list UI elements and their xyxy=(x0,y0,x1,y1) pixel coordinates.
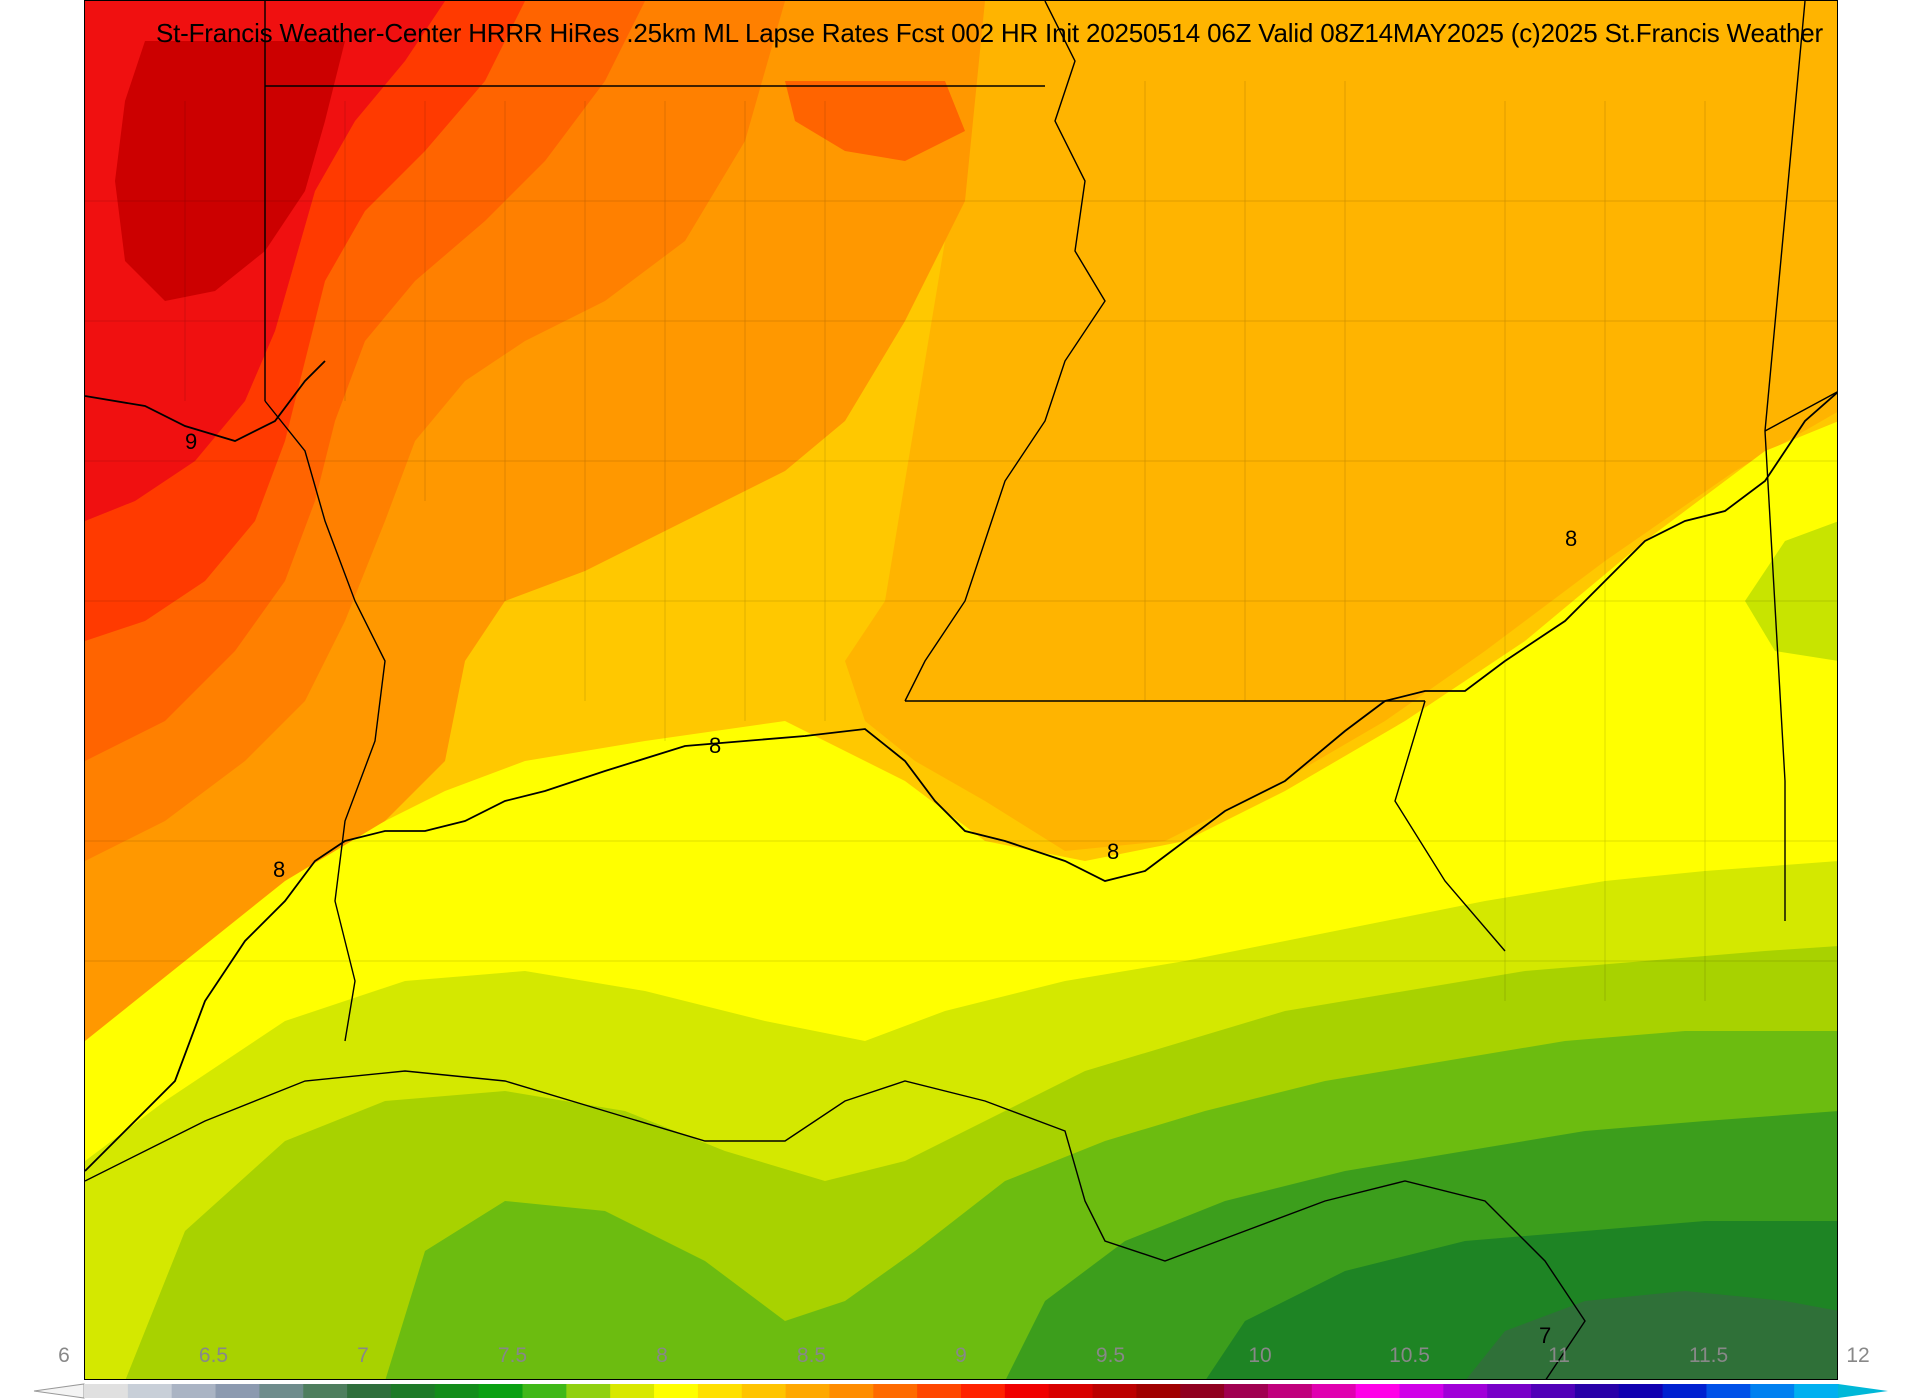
colorbar-tick-label: 11 xyxy=(1548,1344,1570,1367)
colorbar-swatch xyxy=(303,1384,348,1398)
colorbar-swatch xyxy=(171,1384,217,1398)
colorbar-swatch xyxy=(1750,1384,1795,1398)
fill-orange-red-north xyxy=(785,81,965,161)
contours xyxy=(85,360,1837,1172)
fill-east-green-patch xyxy=(1745,521,1837,661)
colorbar-tick-label: 6.5 xyxy=(198,1344,229,1367)
colorbar-swatch xyxy=(1399,1384,1444,1398)
colorbar-arrow-right xyxy=(1838,1384,1888,1398)
colorbar-swatch xyxy=(1092,1384,1137,1398)
colorbar-swatch xyxy=(785,1384,830,1398)
colorbar-tick-label: 10.5 xyxy=(1389,1344,1430,1367)
contour-9 xyxy=(85,360,326,442)
colorbar-swatch xyxy=(697,1384,743,1398)
colorbar-swatch xyxy=(259,1384,304,1398)
colorbar-tick-label: 7 xyxy=(357,1344,369,1367)
county-lines xyxy=(85,81,1837,1001)
border-line-east-vertical xyxy=(1764,1,1806,921)
colorbar-swatch xyxy=(829,1384,874,1398)
coastline xyxy=(85,1070,1586,1379)
colorbar-tick-label: 7.5 xyxy=(497,1344,528,1367)
colorbar-swatch xyxy=(84,1384,129,1398)
colorbar-swatch xyxy=(1267,1384,1313,1398)
colorbar-tick-label: 9.5 xyxy=(1095,1344,1126,1367)
colorbar-swatch xyxy=(127,1384,173,1398)
contour-labels: 9 8 8 8 8 7 xyxy=(185,429,1577,1348)
colorbar-swatch xyxy=(1180,1384,1225,1398)
border-line-sabine xyxy=(264,400,386,1042)
colorbar-swatch xyxy=(1574,1384,1620,1398)
colorbar-swatch xyxy=(1443,1384,1488,1398)
colorbar-tick-label: 8 xyxy=(656,1344,668,1367)
colorbar-swatch xyxy=(566,1384,611,1398)
contour-8-main xyxy=(85,391,1837,1172)
colorbar-swatch xyxy=(1224,1384,1269,1398)
fill-darkest-green xyxy=(1466,1291,1837,1379)
colorbar-tick-label: 11.5 xyxy=(1688,1344,1729,1367)
colorbar-swatch xyxy=(1794,1384,1839,1398)
contour-label-8-west: 8 xyxy=(273,857,285,882)
contour-label-9: 9 xyxy=(185,429,197,454)
contour-label-8-east: 8 xyxy=(1565,526,1577,551)
border-line-south-east xyxy=(1394,700,1506,952)
colorbar-swatch xyxy=(873,1384,918,1398)
colorbar-swatch xyxy=(741,1384,787,1398)
colorbar-swatch xyxy=(917,1384,962,1398)
colorbar-swatch xyxy=(1662,1384,1707,1398)
colorbar-tick-label: 9 xyxy=(955,1344,967,1367)
map-title: St-Francis Weather-Center HRRR HiRes .25… xyxy=(156,18,1824,48)
colorbar xyxy=(33,1383,1888,1399)
colorbar-swatch xyxy=(1311,1384,1357,1398)
border-line-east-diagonal xyxy=(1764,391,1837,432)
colorbar-swatch xyxy=(961,1384,1006,1398)
colorbar-swatch xyxy=(1706,1384,1751,1398)
colorbar-swatch xyxy=(1004,1384,1050,1398)
contour-label-7: 7 xyxy=(1539,1323,1551,1348)
colorbar-swatch xyxy=(654,1384,699,1398)
colorbar-swatch xyxy=(1487,1384,1532,1398)
colorbar-tick-label: 6 xyxy=(58,1344,70,1367)
colorbar-swatch xyxy=(434,1384,480,1398)
contour-label-8-center: 8 xyxy=(709,733,721,758)
fill-dark-red xyxy=(115,41,345,301)
colorbar-arrow-left xyxy=(33,1383,85,1399)
map-frame: 9 8 8 8 8 7 xyxy=(84,0,1838,1380)
colorbar-swatch xyxy=(1531,1384,1576,1398)
colorbar-swatch xyxy=(610,1384,655,1398)
lapse-rate-map: 9 8 8 8 8 7 xyxy=(85,1,1837,1379)
state-borders xyxy=(85,1,1837,1379)
border-line-river xyxy=(904,1,1106,702)
contour-label-8-middle: 8 xyxy=(1107,839,1119,864)
colorbar-swatch xyxy=(1136,1384,1181,1398)
colorbar-swatch xyxy=(347,1384,392,1398)
fill-amber-east xyxy=(845,1,1837,851)
colorbar-swatch xyxy=(522,1384,567,1398)
colorbar-swatch xyxy=(390,1384,436,1398)
colorbar-tick-label: 8.5 xyxy=(796,1344,827,1367)
colorbar-swatch xyxy=(215,1384,260,1398)
colorbar-swatch xyxy=(478,1384,523,1398)
colorbar-tick-label: 10 xyxy=(1248,1344,1272,1367)
colorbar-swatch xyxy=(1048,1384,1094,1398)
colorbar-swatch xyxy=(1355,1384,1400,1398)
colorbar-swatch xyxy=(1618,1384,1664,1398)
colorbar-tick-label: 12 xyxy=(1846,1344,1870,1367)
